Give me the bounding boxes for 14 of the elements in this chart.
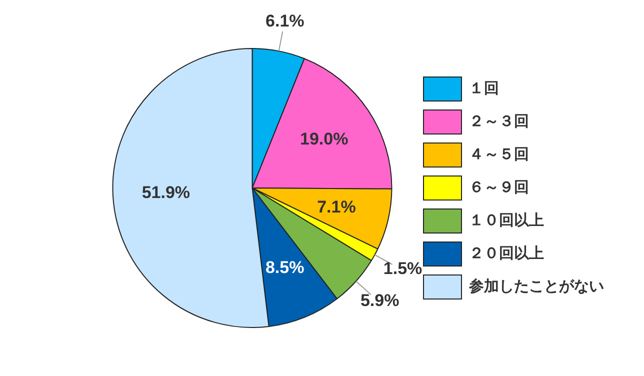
data-label: 19.0% [300,130,348,149]
data-label: 6.1% [266,11,304,30]
data-label: 5.9% [360,290,400,310]
legend-label: １回 [469,78,499,97]
data-label: 1.5% [383,258,422,278]
data-label: 8.5% [265,258,304,277]
legend-label: ４～５回 [469,144,529,163]
legend-label: ６～９回 [469,178,529,196]
data-label: 7.1% [317,197,356,216]
data-label: 51.9% [142,182,190,202]
legend-label: ２０回以上 [469,244,544,262]
legend-label: １０回以上 [469,210,544,229]
legend-label: 参加したことがない [468,276,604,295]
legend-label: ２～３回 [469,112,529,130]
